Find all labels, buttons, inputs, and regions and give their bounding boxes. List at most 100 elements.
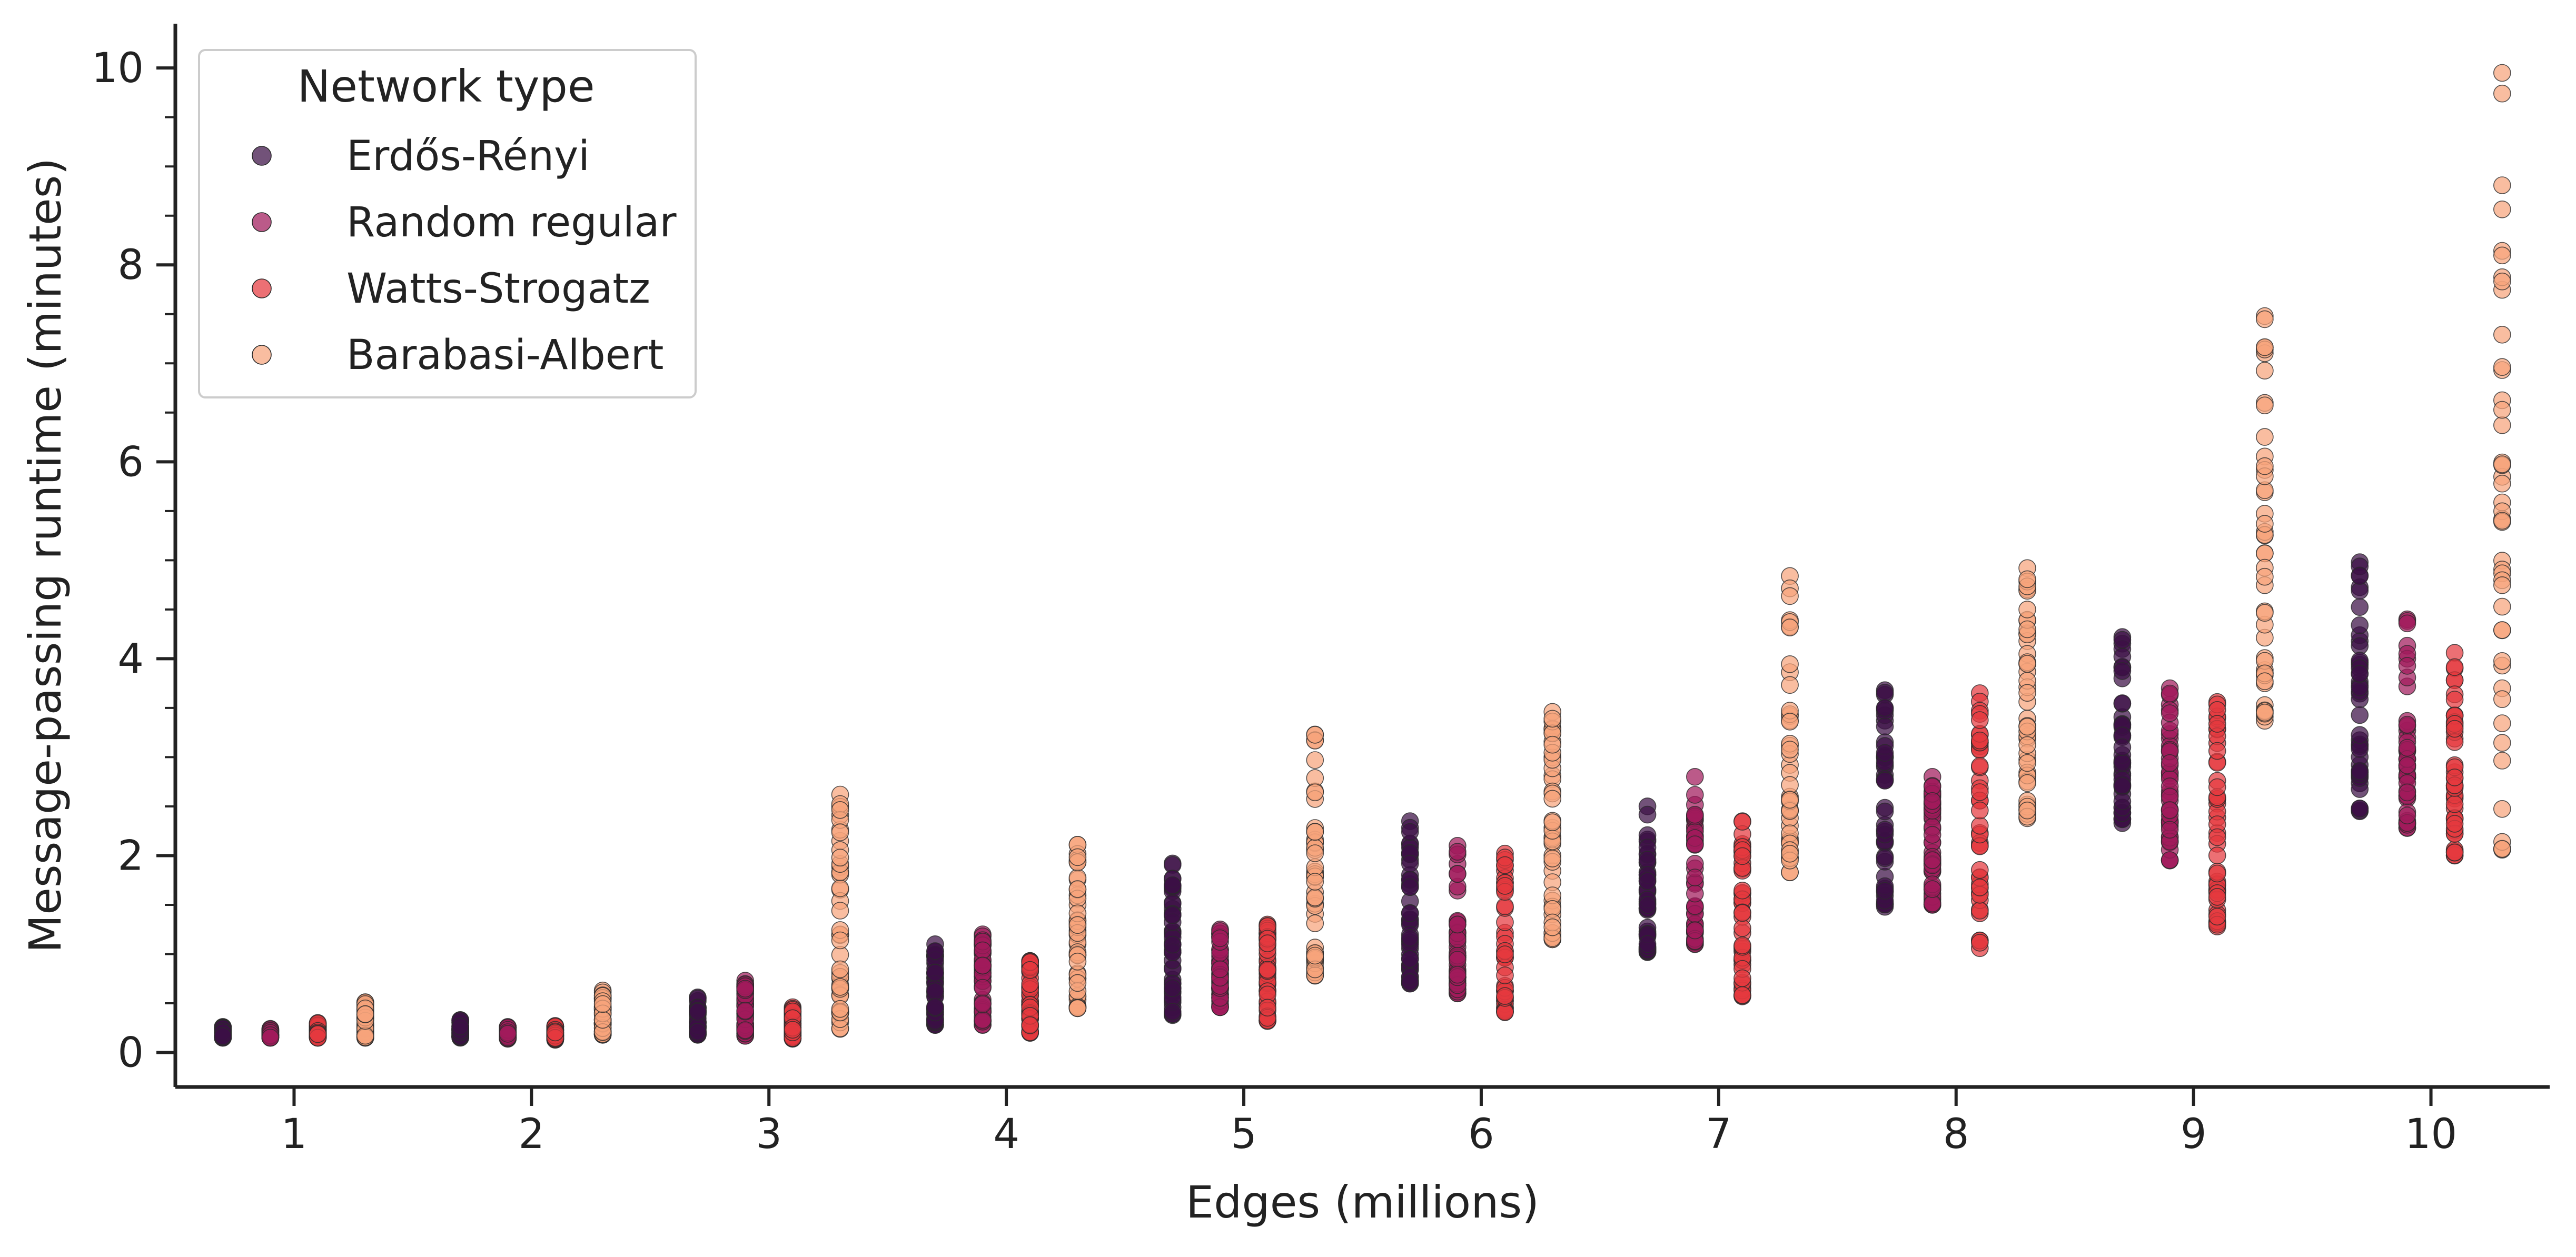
data-point xyxy=(1543,850,1561,867)
data-point xyxy=(1781,655,1799,673)
data-point xyxy=(1401,823,1419,841)
data-point xyxy=(2161,754,2179,772)
data-point xyxy=(2208,888,2226,906)
data-point xyxy=(1781,741,1799,759)
data-points xyxy=(214,64,2511,1049)
data-point xyxy=(2113,631,2132,649)
data-point xyxy=(1781,845,1799,863)
data-point xyxy=(2493,752,2511,770)
data-point xyxy=(1068,848,1087,866)
data-point xyxy=(1971,879,1989,896)
data-point xyxy=(1733,986,1751,1004)
data-point xyxy=(2208,778,2226,796)
data-point xyxy=(2018,570,2036,588)
data-point xyxy=(2445,691,2464,709)
data-point xyxy=(974,979,992,997)
data-point xyxy=(1971,902,1989,920)
data-point xyxy=(1971,757,1989,775)
legend-label: Watts-Strogatz xyxy=(346,265,650,313)
data-point xyxy=(2018,801,2036,820)
data-point xyxy=(1971,861,1989,879)
data-point xyxy=(2493,416,2511,434)
legend-entries: Erdős-Rényi Random regular Watts-Strogatz B… xyxy=(252,133,677,379)
y-tick-label: 8 xyxy=(117,242,144,289)
x-tick-label: 7 xyxy=(1706,1111,1732,1158)
data-point xyxy=(1543,735,1561,754)
x-tick-label: 2 xyxy=(519,1111,545,1158)
legend-marker xyxy=(252,345,272,365)
legend-label: Erdős-Rényi xyxy=(346,133,590,180)
data-point xyxy=(2493,246,2511,265)
data-point xyxy=(2493,272,2511,291)
data-point xyxy=(2493,652,2511,670)
data-point xyxy=(356,1026,374,1045)
data-point xyxy=(1306,873,1324,891)
data-point xyxy=(689,1003,707,1021)
data-point xyxy=(1401,929,1419,947)
data-point xyxy=(1781,676,1799,694)
data-point xyxy=(1401,973,1419,991)
data-point xyxy=(1449,965,1467,984)
data-point xyxy=(2445,658,2464,676)
series-0-points xyxy=(214,553,2369,1047)
data-point xyxy=(2493,512,2511,530)
data-point xyxy=(2113,662,2132,680)
data-point xyxy=(1686,884,1704,903)
data-point xyxy=(2018,601,2036,618)
data-point xyxy=(1686,786,1704,804)
data-point xyxy=(831,879,849,897)
y-tick-label: 4 xyxy=(117,635,144,683)
data-point xyxy=(1733,919,1751,937)
data-point xyxy=(2018,620,2036,639)
data-point xyxy=(1021,1016,1039,1034)
data-point xyxy=(831,978,849,996)
y-tick-label: 0 xyxy=(117,1030,144,1077)
legend-marker xyxy=(252,146,272,166)
data-point xyxy=(831,902,849,920)
data-point xyxy=(736,1021,754,1039)
data-point xyxy=(1876,882,1894,900)
data-point xyxy=(2256,604,2274,622)
data-point xyxy=(2493,176,2511,194)
y-tick-label: 10 xyxy=(92,45,144,92)
data-point xyxy=(1781,791,1799,809)
data-point xyxy=(1638,935,1657,953)
data-point xyxy=(1449,951,1467,969)
data-point xyxy=(2161,851,2179,869)
data-point xyxy=(1068,974,1087,992)
legend-entry: Random regular xyxy=(252,199,677,246)
data-point xyxy=(926,964,944,982)
data-point xyxy=(1923,880,1941,898)
data-point xyxy=(1923,826,1941,844)
data-point xyxy=(974,956,992,975)
data-point xyxy=(1306,946,1324,965)
data-point xyxy=(2018,684,2036,702)
data-point xyxy=(974,1011,992,1029)
x-tick-label: 6 xyxy=(1468,1111,1494,1158)
data-point xyxy=(1971,934,1989,952)
data-point xyxy=(2351,598,2369,616)
y-axis-title: Message-passing runtime (minutes) xyxy=(19,158,71,953)
data-point xyxy=(1306,783,1324,802)
y-tick-label: 6 xyxy=(117,438,144,486)
data-point xyxy=(2256,515,2274,533)
data-point xyxy=(831,823,849,842)
data-point xyxy=(1733,969,1751,987)
data-point xyxy=(2161,821,2179,839)
data-point xyxy=(2493,621,2511,639)
data-point xyxy=(2256,310,2274,328)
axes xyxy=(173,24,2550,1089)
data-point xyxy=(1496,856,1514,874)
data-point xyxy=(2398,614,2416,633)
data-point xyxy=(2398,657,2416,675)
data-point xyxy=(1781,776,1799,794)
data-point xyxy=(1496,877,1514,895)
data-point xyxy=(2161,684,2179,703)
data-point xyxy=(1638,872,1657,890)
data-point xyxy=(1543,813,1561,831)
data-point xyxy=(1971,816,1989,835)
x-tick-label: 10 xyxy=(2405,1111,2457,1158)
data-point xyxy=(2493,714,2511,732)
